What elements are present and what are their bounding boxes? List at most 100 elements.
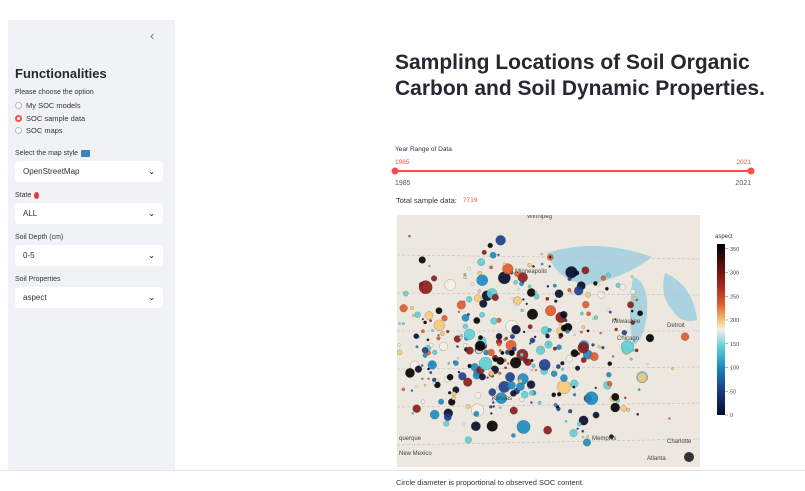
sample-dot bbox=[527, 263, 532, 268]
sample-dot bbox=[463, 377, 473, 387]
sample-dot bbox=[523, 330, 526, 334]
sample-dot bbox=[410, 306, 415, 311]
select-value: ALL bbox=[23, 209, 38, 218]
sample-dot bbox=[503, 262, 507, 266]
sample-dot bbox=[619, 284, 626, 291]
sample-dot bbox=[431, 275, 438, 282]
sample-dot bbox=[466, 312, 470, 316]
sample-dot bbox=[432, 381, 436, 385]
sample-dot bbox=[570, 349, 579, 358]
sample-dot bbox=[528, 386, 531, 390]
sample-dot bbox=[584, 391, 599, 405]
sample-dot bbox=[510, 357, 522, 369]
sample-dot bbox=[510, 390, 517, 397]
select-chevron: ⌄ bbox=[148, 293, 155, 302]
select-box[interactable]: OpenStreetMap ⌄ bbox=[15, 161, 163, 182]
sample-dot bbox=[492, 405, 495, 408]
sample-dot bbox=[503, 338, 507, 341]
sample-dot bbox=[529, 337, 536, 344]
radio-text: SOC sample data bbox=[26, 113, 86, 123]
sample-dot bbox=[518, 379, 523, 384]
sample-dot bbox=[462, 343, 468, 348]
sample-dot bbox=[473, 317, 481, 324]
sample-dot bbox=[477, 271, 482, 276]
radio-option[interactable]: SOC maps bbox=[15, 126, 85, 135]
colorbar bbox=[717, 244, 725, 415]
select-box[interactable]: ALL ⌄ bbox=[15, 203, 163, 224]
sample-dot bbox=[561, 367, 564, 371]
sample-dot bbox=[509, 334, 515, 340]
sample-dot bbox=[466, 296, 473, 303]
sample-dot bbox=[580, 311, 584, 316]
sample-dot bbox=[446, 329, 450, 334]
sample-dot bbox=[581, 429, 585, 433]
sample-dot bbox=[438, 398, 445, 405]
sample-dot bbox=[479, 299, 488, 308]
radio-option[interactable]: My SOC models bbox=[15, 101, 85, 110]
total-value: 7719 bbox=[462, 197, 478, 204]
sample-dot bbox=[504, 366, 507, 370]
sample-dot bbox=[592, 411, 600, 419]
sample-dot bbox=[497, 253, 500, 257]
sample-dot bbox=[414, 384, 419, 388]
sample-dot bbox=[429, 409, 440, 420]
sample-dot bbox=[487, 242, 493, 249]
sample-dot bbox=[534, 291, 537, 294]
sample-dot bbox=[605, 286, 609, 291]
sample-dot bbox=[624, 396, 627, 399]
sample-dot bbox=[527, 308, 538, 320]
select-box[interactable]: 0-5 ⌄ bbox=[15, 245, 163, 266]
radio-option[interactable]: SOC sample data bbox=[15, 114, 85, 123]
sample-dot bbox=[433, 319, 445, 331]
sample-dot bbox=[491, 398, 495, 401]
sample-dot bbox=[524, 358, 532, 366]
sample-dot bbox=[447, 391, 452, 395]
sample-dot bbox=[593, 281, 598, 286]
sample-dot bbox=[620, 405, 627, 412]
sample-dot bbox=[397, 349, 403, 356]
sample-dot bbox=[635, 298, 639, 302]
sample-dot bbox=[414, 311, 421, 318]
sample-dot bbox=[459, 336, 463, 340]
sample-dot bbox=[645, 362, 649, 366]
sample-dot bbox=[408, 234, 411, 238]
sample-dot bbox=[513, 280, 518, 285]
collapse-button[interactable]: ‹ bbox=[150, 28, 155, 43]
sample-dot bbox=[516, 420, 531, 434]
sample-dot bbox=[474, 294, 482, 303]
sample-dot bbox=[629, 357, 633, 361]
sample-dot bbox=[481, 249, 487, 255]
sample-dot bbox=[531, 363, 536, 368]
sample-dot bbox=[611, 355, 615, 358]
select-box[interactable]: aspect ⌄ bbox=[15, 287, 163, 308]
slider-thumb[interactable] bbox=[391, 167, 399, 175]
sample-dot bbox=[464, 328, 476, 340]
colorbar-tick-label: 150 bbox=[730, 342, 739, 348]
info-icon[interactable] bbox=[684, 452, 694, 462]
sample-dot bbox=[488, 388, 497, 396]
slider-thumb[interactable] bbox=[747, 167, 755, 175]
sample-dot bbox=[421, 377, 424, 380]
sample-dot bbox=[533, 335, 537, 339]
sample-dot bbox=[620, 340, 635, 354]
sample-dot bbox=[440, 331, 445, 336]
sample-dot bbox=[532, 265, 535, 268]
sample-dot bbox=[495, 235, 506, 246]
sample-dot bbox=[474, 340, 486, 352]
map-border bbox=[397, 402, 701, 408]
sample-dot bbox=[607, 381, 613, 387]
sample-dot bbox=[527, 324, 533, 330]
map-border bbox=[397, 292, 701, 296]
sample-dot bbox=[461, 422, 466, 426]
sample-dot bbox=[511, 346, 517, 352]
sample-dot bbox=[443, 420, 450, 427]
radio-group: My SOC models SOC sample data SOC maps bbox=[15, 101, 85, 139]
sample-dot bbox=[627, 301, 634, 309]
place-label: querque bbox=[399, 436, 422, 442]
sample-dot bbox=[423, 384, 427, 387]
sample-dot bbox=[543, 425, 552, 435]
sample-dot bbox=[630, 275, 634, 278]
sample-dot bbox=[680, 332, 690, 341]
sample-dot bbox=[621, 329, 628, 336]
sample-dot bbox=[418, 256, 426, 264]
